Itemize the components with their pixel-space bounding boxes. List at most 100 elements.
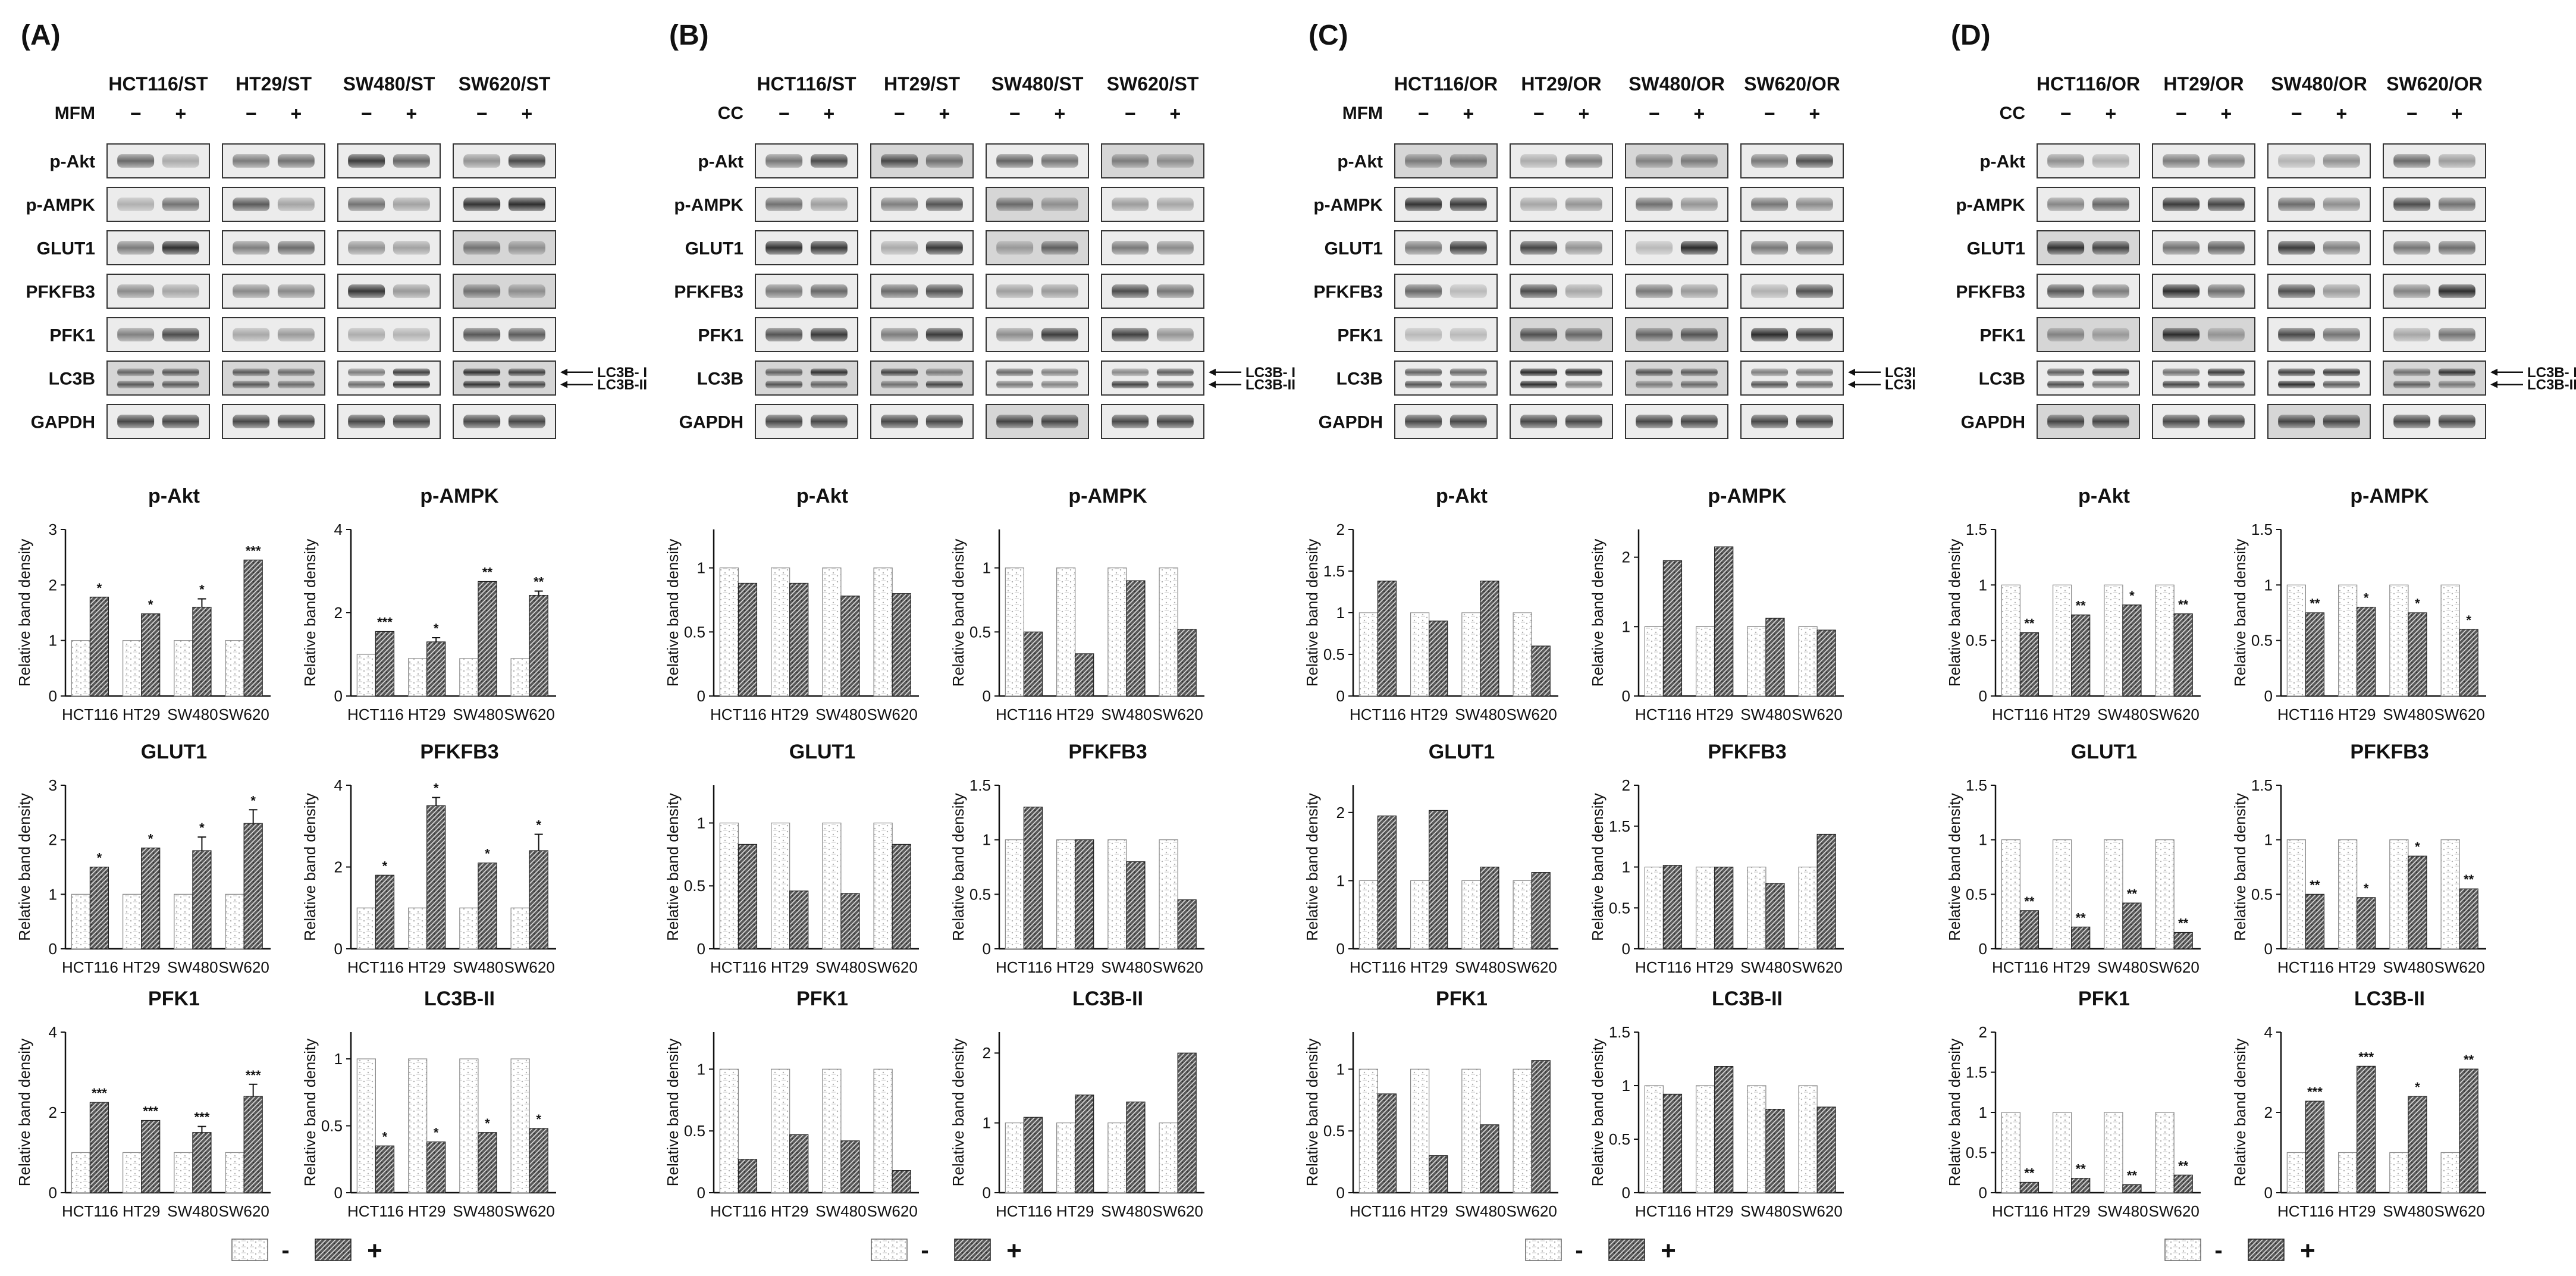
bar-control bbox=[1798, 1085, 1818, 1193]
blot-band bbox=[508, 328, 545, 341]
treat-minus: − bbox=[2060, 103, 2072, 124]
bar-treated bbox=[1023, 1117, 1043, 1193]
blot-row-label: GLUT1 bbox=[1325, 239, 1383, 259]
bar-treated bbox=[2408, 612, 2427, 697]
y-tick-label: 1.5 bbox=[1609, 1023, 1630, 1041]
bar-treated bbox=[426, 805, 446, 949]
x-tick-label: SW480 bbox=[815, 958, 866, 976]
blot-band bbox=[2047, 415, 2085, 428]
blot-band bbox=[1520, 154, 1558, 168]
bar-control bbox=[1410, 880, 1430, 949]
blot-band bbox=[1565, 284, 1602, 298]
blot-band bbox=[2438, 368, 2475, 377]
y-axis-label: Relative band density bbox=[2231, 539, 2249, 687]
lc3-arrowhead bbox=[1848, 381, 1855, 388]
panel-letter: (D) bbox=[1951, 20, 1991, 51]
y-axis-label: Relative band density bbox=[949, 1039, 967, 1187]
y-tick-label: 1.5 bbox=[2251, 776, 2273, 794]
y-tick-label: 1.5 bbox=[2251, 521, 2273, 538]
y-tick-label: 1 bbox=[1622, 858, 1630, 876]
bar-control bbox=[719, 568, 739, 697]
bar-control bbox=[1747, 866, 1767, 949]
blot-row-label: PFKFB3 bbox=[1313, 283, 1383, 302]
y-tick-label: 0 bbox=[1622, 940, 1630, 958]
blot-band bbox=[1680, 368, 1718, 377]
blot-band bbox=[1751, 328, 1789, 341]
blot-band bbox=[2438, 154, 2475, 168]
blot-band bbox=[1449, 415, 1487, 428]
blot-band bbox=[1156, 197, 1194, 211]
bar-control bbox=[2337, 839, 2358, 949]
y-tick-label: 0 bbox=[1336, 1184, 1345, 1202]
y-tick-label: 1 bbox=[697, 814, 705, 832]
bar-treated bbox=[1662, 865, 1683, 949]
treat-plus: + bbox=[406, 103, 417, 124]
blot-band bbox=[2323, 241, 2360, 255]
significance-mark: * bbox=[2364, 881, 2369, 896]
y-tick-label: 1 bbox=[49, 632, 57, 650]
blot-band bbox=[1565, 328, 1602, 341]
blot-band bbox=[117, 154, 155, 168]
x-tick-label: SW620 bbox=[2149, 1202, 2200, 1220]
bar-treated bbox=[1126, 1101, 1146, 1193]
bar-treated bbox=[478, 1132, 497, 1193]
blot-band bbox=[1751, 284, 1789, 298]
blot-band bbox=[925, 328, 963, 341]
blot-band bbox=[881, 328, 918, 341]
blot-band bbox=[1041, 154, 1078, 168]
y-tick-label: 0 bbox=[983, 1184, 991, 1202]
significance-mark: ** bbox=[2024, 1165, 2035, 1180]
x-tick-label: SW480 bbox=[1101, 706, 1151, 723]
bar-treated bbox=[89, 1102, 109, 1193]
blot-frame bbox=[1740, 360, 1844, 396]
y-tick-label: 0 bbox=[697, 1184, 705, 1202]
bar-treated bbox=[529, 1128, 548, 1193]
blot-band bbox=[1520, 197, 1558, 211]
bar-control bbox=[123, 640, 142, 697]
blot-band bbox=[1405, 241, 1442, 255]
blot-band bbox=[925, 197, 963, 211]
bar-control bbox=[1644, 866, 1664, 949]
blot-band bbox=[765, 197, 803, 211]
bar-control bbox=[123, 1152, 142, 1193]
treat-minus: − bbox=[1649, 103, 1660, 124]
bar-control bbox=[2155, 839, 2175, 949]
bar-treated bbox=[89, 597, 109, 697]
y-tick-label: 2 bbox=[334, 604, 343, 622]
blot-band bbox=[2393, 328, 2431, 341]
blot-band bbox=[1680, 241, 1718, 255]
bar-control bbox=[1461, 612, 1481, 697]
blot-band bbox=[2323, 154, 2360, 168]
bar-treated bbox=[1177, 899, 1197, 949]
blot-band bbox=[810, 154, 848, 168]
blot-band bbox=[765, 284, 803, 298]
bar-treated bbox=[2459, 1068, 2478, 1193]
bar-treated bbox=[1429, 1155, 1448, 1193]
bar-treated bbox=[789, 1134, 809, 1193]
blot-band bbox=[1636, 154, 1673, 168]
blot-row-label: PFKFB3 bbox=[1956, 283, 2025, 302]
bar-treated bbox=[1480, 866, 1499, 949]
bar-control bbox=[771, 1068, 790, 1193]
bar-control bbox=[1461, 880, 1481, 949]
blot-band bbox=[117, 415, 155, 428]
treat-minus: − bbox=[246, 103, 257, 124]
bar-control bbox=[356, 654, 376, 697]
bar-control bbox=[1358, 1068, 1378, 1193]
cell-line-label: SW480/OR bbox=[2271, 73, 2367, 95]
y-tick-label: 3 bbox=[49, 521, 57, 538]
y-tick-label: 0 bbox=[334, 1184, 343, 1202]
y-tick-label: 0.5 bbox=[1966, 1144, 1987, 1162]
blot-band bbox=[277, 368, 315, 377]
bar-treated bbox=[738, 582, 758, 697]
significance-mark: * bbox=[2415, 1080, 2420, 1095]
significance-mark: * bbox=[485, 847, 490, 861]
y-tick-label: 0 bbox=[2264, 1184, 2273, 1202]
blot-band bbox=[1449, 154, 1487, 168]
blot-band bbox=[2163, 415, 2200, 428]
y-axis-label: Relative band density bbox=[949, 539, 967, 687]
bar-control bbox=[1005, 1123, 1024, 1193]
blot-band bbox=[1751, 368, 1789, 377]
y-tick-label: 0.5 bbox=[1323, 645, 1345, 663]
bar-control bbox=[1358, 612, 1378, 697]
